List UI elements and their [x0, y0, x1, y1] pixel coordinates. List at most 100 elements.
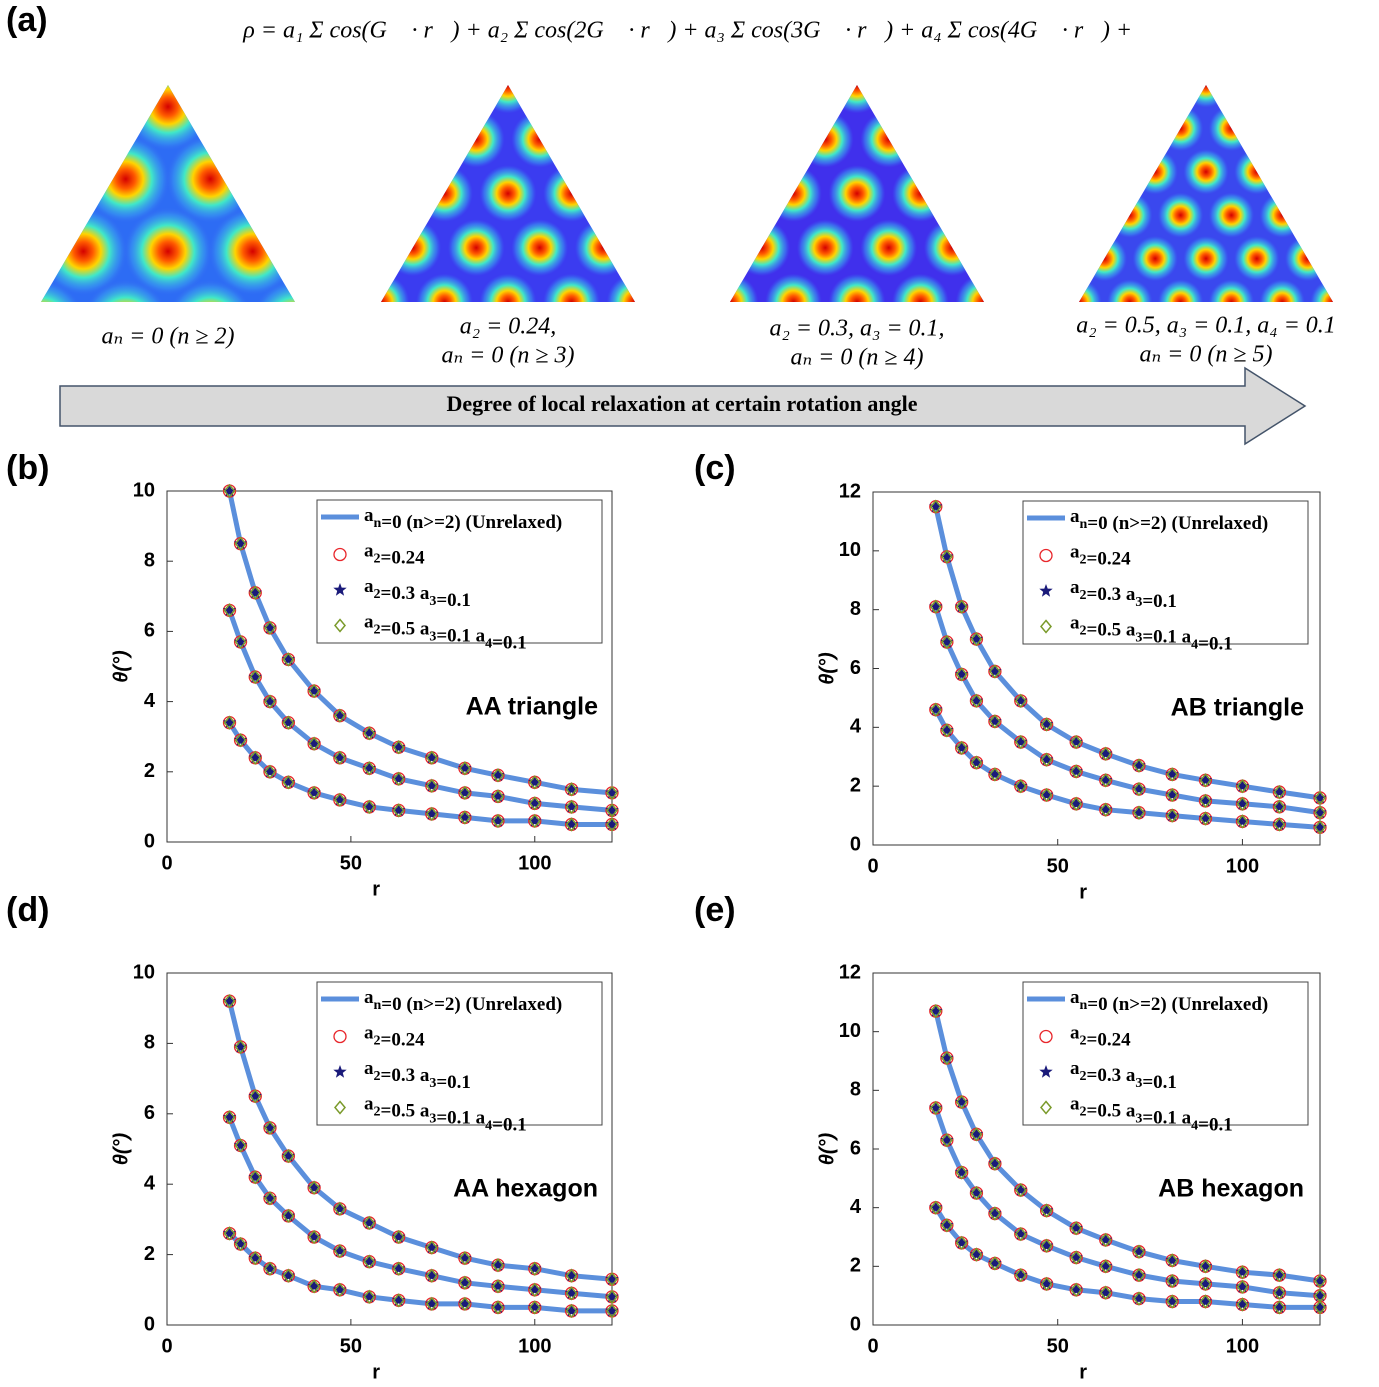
legend-label: an=0 (n>=2) (Unrelaxed) [364, 505, 562, 533]
marker-diamond [606, 803, 618, 818]
marker-diamond [1040, 787, 1053, 803]
marker-star [392, 1293, 406, 1306]
legend-swatch [1040, 1100, 1052, 1115]
marker-star [1069, 764, 1083, 778]
caption: a₂ = 0.3, a₃ = 0.1, [769, 316, 944, 342]
marker-star [307, 684, 321, 697]
y-tick-label: 4 [144, 1172, 156, 1194]
marker-star [233, 634, 248, 648]
marker-diamond [1166, 767, 1179, 782]
spot [1259, 192, 1305, 238]
legend-swatch [1039, 584, 1053, 597]
marker-diamond [392, 1229, 405, 1245]
marker-diamond [1040, 1203, 1053, 1218]
marker-diamond [606, 1272, 618, 1287]
spot [1310, 192, 1333, 238]
x-tick-label: 100 [1226, 855, 1259, 877]
marker-star [333, 1282, 347, 1296]
marker-star [929, 1200, 943, 1214]
marker-diamond [970, 1247, 983, 1262]
marker-diamond [333, 708, 346, 723]
marker-star [564, 782, 579, 795]
marker-diamond [1199, 811, 1212, 826]
marker-diamond [492, 789, 504, 804]
marker-star [988, 1156, 1002, 1170]
marker-star [528, 1282, 542, 1296]
marker-diamond [223, 483, 236, 499]
marker-diamond [1273, 784, 1286, 800]
marker-diamond [234, 1138, 247, 1153]
spot [796, 110, 854, 168]
marker-diamond [308, 1180, 321, 1195]
spot [1132, 85, 1178, 108]
marker-star [362, 726, 376, 739]
marker-star [564, 1286, 579, 1299]
spot [416, 273, 473, 302]
marker-star [1198, 773, 1213, 786]
marker-diamond [234, 733, 247, 748]
legend-label: a2=0.24 [364, 1023, 425, 1051]
marker-diamond [249, 1250, 262, 1266]
legend-box [1022, 500, 1309, 645]
y-tick-label: 2 [144, 760, 155, 782]
spot [1234, 235, 1280, 282]
spot [987, 328, 1044, 385]
marker-star [605, 1272, 619, 1285]
legend-swatch [1040, 619, 1052, 634]
marker-diamond [234, 1236, 247, 1252]
spot [638, 328, 695, 385]
marker-diamond [249, 669, 262, 685]
spot [384, 219, 442, 277]
spot [670, 219, 727, 276]
legend-swatch [333, 547, 347, 562]
marker-star [1165, 1253, 1179, 1267]
marker-star [281, 1208, 295, 1222]
marker-star [1198, 793, 1213, 807]
marker-star [1040, 788, 1054, 801]
marker-star [1132, 1291, 1146, 1305]
spot [1081, 149, 1128, 195]
legend-swatch [1039, 548, 1053, 563]
marker-diamond [425, 1240, 438, 1255]
marker-diamond [223, 993, 236, 1009]
marker-star [491, 813, 505, 827]
legend-label: a2=0.24 [1070, 542, 1131, 570]
spot [765, 85, 822, 114]
spot [479, 165, 537, 222]
spot [1183, 149, 1229, 195]
marker-star [458, 1251, 472, 1264]
legend-label: a2=0.3 a3=0.1 [1070, 577, 1177, 612]
x-tick-label: 0 [867, 1335, 878, 1357]
legend-swatch [334, 1100, 346, 1115]
marker-star [969, 1186, 984, 1199]
spot [1208, 105, 1255, 152]
marker-diamond [1166, 808, 1179, 823]
spot [1019, 274, 1076, 331]
marker-diamond [988, 1256, 1001, 1271]
spot [293, 207, 295, 296]
spot [41, 135, 85, 223]
marker-star [491, 789, 505, 802]
marker-star [491, 1300, 505, 1314]
spot [860, 219, 918, 277]
marker-diamond [1070, 764, 1083, 779]
marker-star [222, 715, 237, 729]
marker-star [263, 764, 277, 778]
spot [955, 165, 984, 222]
spot [1234, 149, 1280, 195]
spot [670, 274, 727, 331]
moire-triangle [41, 85, 295, 302]
spot [1079, 279, 1102, 302]
spot [208, 85, 295, 151]
marker-diamond [1314, 820, 1326, 835]
spot [1157, 192, 1204, 238]
marker-diamond [955, 1165, 968, 1180]
x-axis-label: r [1079, 1361, 1087, 1383]
caption: aₙ = 0 (n ≥ 5) [1139, 342, 1272, 368]
marker-diamond [1099, 746, 1112, 761]
spot [1158, 19, 1203, 64]
spot [251, 279, 295, 302]
y-tick-label: 8 [144, 549, 155, 571]
y-tick-label: 2 [850, 774, 861, 796]
marker-diamond [1040, 717, 1053, 732]
